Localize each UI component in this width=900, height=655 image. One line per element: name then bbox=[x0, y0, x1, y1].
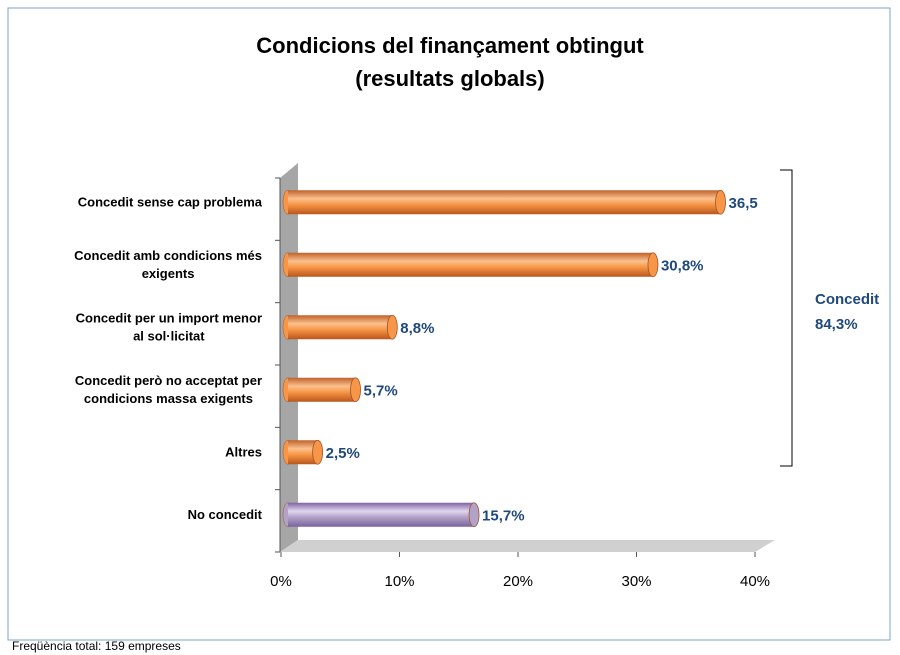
footnote: Freqüència total: 159 empreses bbox=[12, 639, 181, 653]
chart-title: (resultats globals) bbox=[355, 66, 544, 91]
annotation: Concedit bbox=[815, 291, 879, 308]
bar-cap bbox=[386, 314, 398, 340]
bar-cap bbox=[647, 252, 659, 278]
bar bbox=[288, 190, 721, 215]
value-label: 8,8% bbox=[400, 320, 434, 337]
floor bbox=[280, 540, 775, 552]
back-wall bbox=[280, 163, 298, 552]
x-tick-label: 0% bbox=[270, 573, 292, 590]
bar bbox=[288, 252, 653, 277]
bar-cap bbox=[312, 439, 324, 465]
x-tick-label: 30% bbox=[621, 573, 651, 590]
category-label: al sol·licitat bbox=[133, 329, 205, 344]
bar bbox=[288, 315, 393, 340]
bar-cap bbox=[715, 189, 726, 215]
bar bbox=[288, 377, 356, 402]
category-label: condicions massa exigents bbox=[84, 391, 253, 406]
bracket bbox=[780, 169, 793, 467]
category-label: Concedit però no acceptat per bbox=[75, 373, 262, 388]
bar bbox=[288, 502, 475, 527]
category-label: Altres bbox=[225, 445, 262, 460]
chart-title: Condicions del finançament obtingut bbox=[256, 33, 644, 58]
category-label: No concedit bbox=[188, 507, 263, 522]
x-tick-label: 10% bbox=[384, 573, 414, 590]
value-label: 15,7% bbox=[482, 508, 525, 525]
category-label: Concedit sense cap problema bbox=[78, 195, 263, 210]
category-label: exigents bbox=[142, 266, 195, 281]
x-tick-label: 40% bbox=[740, 573, 770, 590]
bar-cap bbox=[350, 377, 361, 403]
chart-frame bbox=[7, 7, 891, 641]
category-label: Concedit per un import menor bbox=[76, 311, 262, 326]
annotation: 84,3% bbox=[815, 316, 858, 333]
value-label: 36,5 bbox=[729, 195, 758, 212]
value-label: 30,8% bbox=[661, 258, 704, 275]
value-label: 2,5% bbox=[326, 445, 360, 462]
value-label: 5,7% bbox=[364, 383, 398, 400]
x-tick-label: 20% bbox=[503, 573, 533, 590]
bar-cap bbox=[468, 502, 480, 528]
category-label: Concedit amb condicions més bbox=[74, 248, 262, 263]
